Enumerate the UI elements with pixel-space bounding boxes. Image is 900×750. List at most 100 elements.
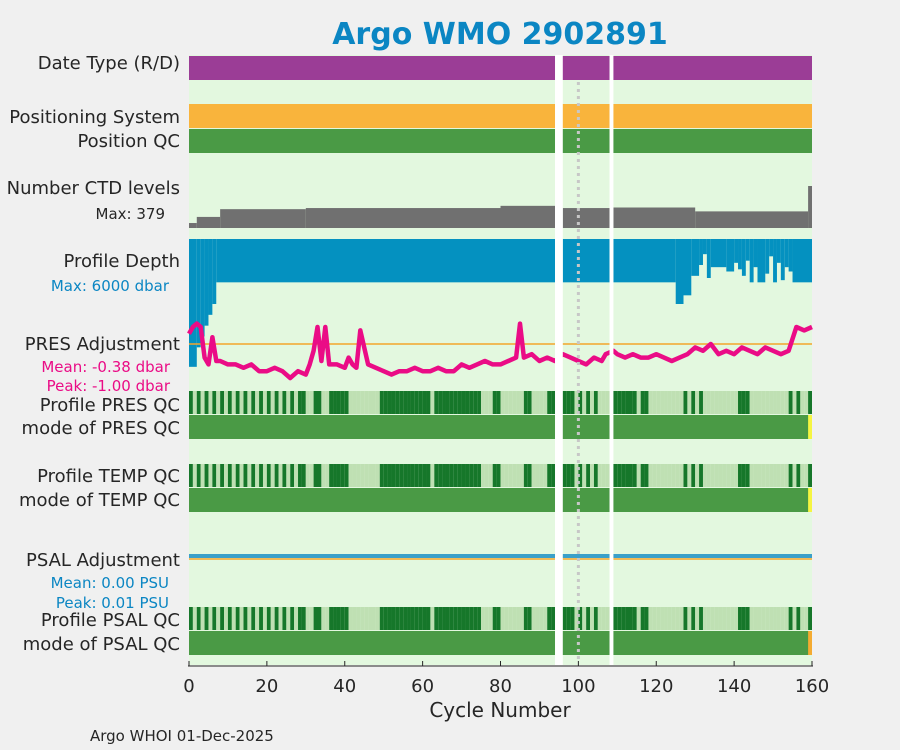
profile-temp-qc-bar bbox=[636, 464, 641, 487]
profile-pres-qc-bar bbox=[664, 391, 668, 414]
profile-pres-qc-bar bbox=[590, 391, 594, 414]
profile-psal-qc-bar bbox=[613, 607, 618, 630]
profile-pres-qc-bar bbox=[741, 391, 746, 414]
profile-pres-qc-bar bbox=[270, 391, 275, 414]
profile-psal-qc-bar bbox=[718, 607, 723, 630]
profile-pres-qc-bar bbox=[216, 391, 221, 414]
profile-temp-qc-bar bbox=[407, 464, 411, 487]
profile-psal-qc-bar bbox=[566, 607, 571, 630]
profile-temp-qc-bar bbox=[718, 464, 723, 487]
profile-temp-qc-bar bbox=[391, 464, 396, 487]
profile-pres-qc-bar bbox=[309, 391, 314, 414]
profile-temp-qc-bar bbox=[481, 464, 485, 487]
profile-depth-bar bbox=[757, 239, 766, 283]
profile-psal-qc-bar bbox=[792, 607, 797, 630]
profile-pres-qc-bar bbox=[227, 391, 232, 414]
profile-psal-qc-bar bbox=[274, 607, 279, 630]
profile-psal-qc-bar bbox=[496, 607, 501, 630]
profile-depth-bar bbox=[706, 239, 711, 278]
profile-psal-qc-bar bbox=[465, 607, 470, 630]
profile-pres-qc-bar bbox=[667, 391, 672, 414]
profile-temp-qc-bar bbox=[399, 464, 404, 487]
profile-temp-qc-bar bbox=[792, 464, 797, 487]
profile-temp-qc-bar bbox=[208, 464, 213, 487]
profile-pres-qc-bar bbox=[383, 391, 388, 414]
x-tick-label: 100 bbox=[561, 676, 595, 697]
profile-temp-qc-bar bbox=[216, 464, 221, 487]
profile-temp-qc-bar bbox=[301, 464, 306, 487]
mode-pres-qc-flag bbox=[808, 415, 812, 439]
profile-temp-qc-bar bbox=[586, 464, 591, 487]
profile-temp-qc-bar bbox=[632, 464, 637, 487]
profile-depth-bar bbox=[683, 239, 692, 296]
profile-pres-qc-bar bbox=[780, 391, 785, 414]
profile-psal-qc-bar bbox=[305, 607, 310, 630]
profile-pres-qc-bar bbox=[457, 391, 462, 414]
profile-psal-qc-bar bbox=[403, 607, 408, 630]
profile-psal-qc-bar bbox=[621, 607, 626, 630]
profile-pres-qc-bar bbox=[679, 391, 684, 414]
x-axis: 0 20 40 60 80 100 120 140 160 bbox=[183, 661, 829, 697]
profile-temp-qc-bar bbox=[224, 464, 228, 487]
profile-pres-qc-bar bbox=[204, 391, 209, 414]
profile-temp-qc-bar bbox=[796, 464, 801, 487]
profile-temp-qc-bar bbox=[562, 464, 567, 487]
label-positioning-system: Positioning System bbox=[9, 107, 180, 128]
profile-psal-qc-bar bbox=[551, 607, 556, 630]
profile-temp-qc-bar bbox=[325, 464, 330, 487]
profile-pres-qc-bar bbox=[500, 391, 505, 414]
profile-temp-qc-bar bbox=[613, 464, 618, 487]
profile-temp-qc-bar bbox=[656, 464, 661, 487]
ctd-levels-bar bbox=[613, 207, 696, 228]
label-psal-peak: Peak: 0.01 PSU bbox=[56, 594, 169, 612]
profile-psal-qc-bar bbox=[671, 607, 676, 630]
profile-psal-qc-bar bbox=[317, 607, 322, 630]
profile-psal-qc-bar bbox=[340, 607, 345, 630]
profile-pres-qc-bar bbox=[761, 391, 766, 414]
profile-pres-qc-bar bbox=[212, 391, 217, 414]
profile-depth-bar bbox=[792, 239, 812, 283]
profile-pres-qc-bar bbox=[200, 391, 205, 414]
profile-pres-qc-bar bbox=[566, 391, 571, 414]
profile-temp-qc-bar bbox=[753, 464, 758, 487]
profile-temp-qc-bar bbox=[535, 464, 540, 487]
profile-temp-qc-bar bbox=[329, 464, 334, 487]
profile-temp-qc-bar bbox=[640, 464, 645, 487]
profile-depth-bar bbox=[776, 239, 781, 263]
profile-pres-qc-bar bbox=[391, 391, 396, 414]
profile-pres-qc-bar bbox=[492, 391, 497, 414]
profile-psal-qc-bar bbox=[368, 607, 373, 630]
profile-psal-qc-bar bbox=[270, 607, 275, 630]
profile-temp-qc-bar bbox=[749, 464, 754, 487]
profile-pres-qc-bar bbox=[706, 391, 711, 414]
profile-temp-qc-bar bbox=[652, 464, 657, 487]
profile-psal-qc-bar bbox=[652, 607, 657, 630]
profile-temp-qc-bar bbox=[430, 464, 435, 487]
row-labels: Date Type (R/D) Positioning System Posit… bbox=[7, 53, 180, 655]
profile-psal-qc-bar bbox=[699, 607, 703, 630]
profile-psal-qc-bar bbox=[628, 607, 633, 630]
profile-pres-qc-bar bbox=[481, 391, 485, 414]
profile-temp-qc-bar bbox=[531, 464, 536, 487]
profile-psal-qc-bar bbox=[531, 607, 536, 630]
data-gap bbox=[555, 55, 563, 665]
profile-pres-qc-bar bbox=[636, 391, 641, 414]
profile-psal-qc-bar bbox=[434, 607, 439, 630]
ctd-levels-bar bbox=[196, 216, 221, 228]
mode-psal-qc-flag bbox=[808, 631, 812, 655]
profile-psal-qc-bar bbox=[457, 607, 462, 630]
profile-temp-qc-bar bbox=[734, 464, 739, 487]
profile-psal-qc-bar bbox=[407, 607, 411, 630]
profile-pres-qc-bar bbox=[333, 391, 337, 414]
profile-psal-qc-bar bbox=[259, 607, 263, 630]
profile-temp-qc-bar bbox=[449, 464, 454, 487]
profile-temp-qc-bar bbox=[461, 464, 466, 487]
profile-depth-bar bbox=[562, 239, 610, 283]
profile-pres-qc-bar bbox=[189, 391, 193, 414]
profile-pres-qc-bar bbox=[325, 391, 330, 414]
profile-psal-qc-bar bbox=[617, 607, 622, 630]
profile-psal-qc-bar bbox=[761, 607, 766, 630]
profile-pres-qc-bar bbox=[523, 391, 528, 414]
profile-pres-qc-bar bbox=[243, 391, 248, 414]
